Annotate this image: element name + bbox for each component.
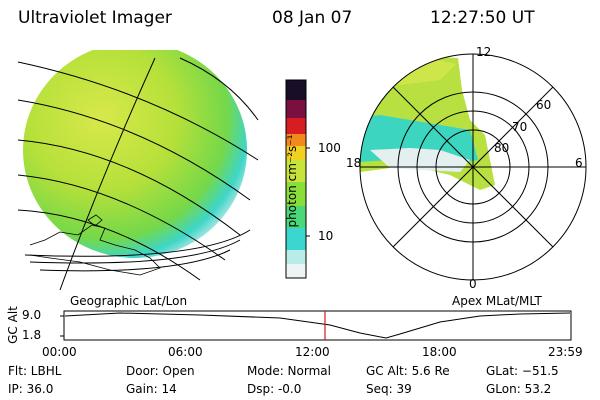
colorbar-tick-100: 100 xyxy=(318,141,341,155)
mlt-label-bottom: 0 xyxy=(469,277,477,291)
status-glat: GLat: −51.5 xyxy=(486,364,559,378)
left-panel-label: Geographic Lat/Lon xyxy=(70,294,188,308)
mlt-label-right: 6 xyxy=(575,156,583,170)
status-mode: Mode: Normal xyxy=(247,364,331,378)
time-label: 12:27:50 UT xyxy=(430,8,535,28)
mlt-label-left: 18 xyxy=(346,156,362,170)
right-panel-label: Apex MLat/MLT xyxy=(452,294,542,308)
app-title: Ultraviolet Imager xyxy=(18,8,172,28)
altitude-ylabel: GC Alt xyxy=(5,306,20,344)
xtick-1200: 12:00 xyxy=(295,345,330,359)
earth-disk xyxy=(17,50,259,290)
status-dsp: Dsp: -0.0 xyxy=(247,382,302,396)
status-gain: Gain: 14 xyxy=(126,382,177,396)
lat-label-80: 80 xyxy=(494,141,510,155)
status-ip: IP: 36.0 xyxy=(8,382,54,396)
altitude-plot xyxy=(60,310,572,341)
altitude-ytick-1: 1.8 xyxy=(22,328,42,342)
polar-plot xyxy=(359,53,587,281)
altitude-ytick-9: 9.0 xyxy=(22,308,42,322)
xtick-0600: 06:00 xyxy=(168,345,203,359)
colorbar xyxy=(285,79,310,279)
xtick-2359: 23:59 xyxy=(548,345,583,359)
colorbar-tick-10: 10 xyxy=(318,229,334,243)
lat-label-70: 70 xyxy=(512,120,528,134)
status-door: Door: Open xyxy=(126,364,195,378)
lat-label-60: 60 xyxy=(536,98,552,112)
colorbar-unit-label: photon cm⁻²s⁻¹ xyxy=(285,134,299,228)
status-gcalt: GC Alt: 5.6 Re xyxy=(366,364,450,378)
xtick-0000: 00:00 xyxy=(42,345,77,359)
status-seq: Seq: 39 xyxy=(366,382,412,396)
xtick-1800: 18:00 xyxy=(422,345,457,359)
status-flt: Flt: LBHL xyxy=(8,364,62,378)
mlt-label-top: 12 xyxy=(476,45,492,59)
status-glon: GLon: 53.2 xyxy=(486,382,552,396)
date-label: 08 Jan 07 xyxy=(272,8,353,28)
